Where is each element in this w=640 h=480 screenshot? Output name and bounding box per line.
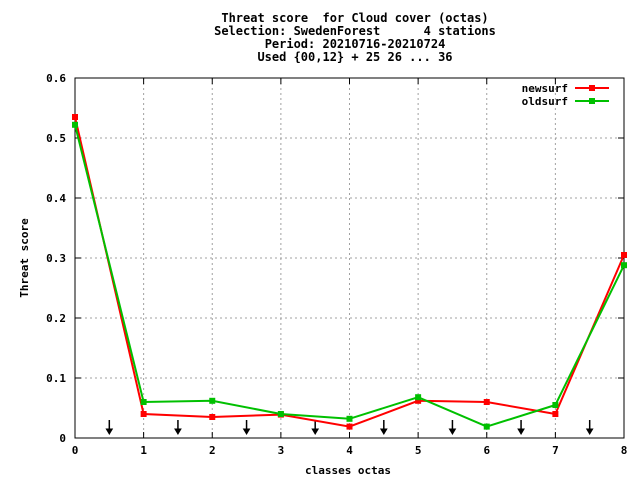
x-axis-label: classes octas <box>305 464 391 477</box>
legend-label: newsurf <box>522 82 568 95</box>
title-line-4: Used {00,12} + 25 26 ... 36 <box>257 50 453 64</box>
x-tick-label: 3 <box>278 444 285 457</box>
y-tick-label: 0.2 <box>46 312 66 325</box>
data-point <box>72 114 78 120</box>
legend-item-oldsurf: oldsurf <box>522 95 609 108</box>
data-point <box>140 399 147 405</box>
series-line <box>74 124 625 428</box>
data-point <box>483 423 490 430</box>
down-arrow-marker <box>448 420 457 435</box>
y-axis-label: Threat score <box>18 218 31 298</box>
legend-item-newsurf: newsurf <box>522 82 609 95</box>
y-tick-label: 0.1 <box>46 372 66 385</box>
data-point <box>209 397 216 404</box>
title-line-3: Period: 20210716-20210724 <box>264 37 446 51</box>
data-point <box>552 402 559 408</box>
legend-marker <box>589 98 595 104</box>
y-tick-label: 0.3 <box>46 252 66 265</box>
data-point <box>415 397 422 404</box>
down-arrow-marker <box>242 420 251 435</box>
data-point <box>140 411 147 417</box>
x-tick-label: 6 <box>483 444 490 457</box>
data-point <box>621 262 627 269</box>
down-arrow-marker <box>585 420 594 435</box>
legend-label: oldsurf <box>522 95 568 108</box>
data-point <box>72 121 78 128</box>
y-tick-label: 0.5 <box>46 132 66 145</box>
series-oldsurf <box>72 121 627 430</box>
data-point <box>209 414 216 420</box>
x-tick-label: 8 <box>621 444 628 457</box>
x-tick-label: 1 <box>140 444 147 457</box>
data-point <box>415 394 422 401</box>
y-tick-label: 0.6 <box>46 72 66 85</box>
data-series <box>72 114 627 430</box>
title-line-1: Threat score for Cloud cover (octas) <box>221 11 489 25</box>
x-axis-ticks: 0 1 2 3 4 5 6 7 8 <box>72 78 628 457</box>
data-point <box>346 423 353 430</box>
down-arrow-marker <box>311 420 320 435</box>
down-arrow-marker <box>379 420 388 435</box>
y-tick-label: 0 <box>59 432 66 445</box>
x-tick-label: 5 <box>415 444 422 457</box>
data-point <box>346 415 353 422</box>
data-point <box>621 252 627 258</box>
down-arrow-marker <box>174 420 182 435</box>
x-tick-label: 2 <box>209 444 216 457</box>
data-point <box>552 411 559 417</box>
data-point <box>277 411 284 417</box>
x-tick-label: 7 <box>552 444 559 457</box>
title-line-2: Selection: SwedenForest 4 stations <box>214 24 496 38</box>
x-tick-label: 4 <box>346 444 353 457</box>
data-point <box>483 399 490 405</box>
x-tick-label: 0 <box>72 444 79 457</box>
y-tick-label: 0.4 <box>46 192 66 205</box>
series-newsurf <box>72 114 627 430</box>
y-axis-ticks: 0 0.1 0.2 0.3 0.4 0.5 0.6 <box>46 72 624 445</box>
class-boundary-arrows <box>105 420 594 435</box>
down-arrow-marker <box>105 420 114 435</box>
down-arrow-marker <box>517 420 525 435</box>
legend-marker <box>589 85 595 91</box>
grid-lines <box>75 78 624 438</box>
